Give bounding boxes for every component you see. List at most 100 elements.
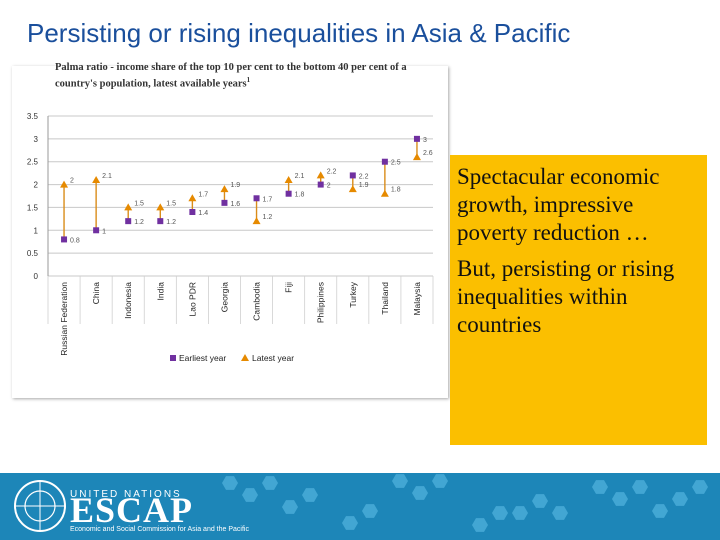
latest-year-marker: [92, 176, 101, 183]
earliest-year-marker: [189, 209, 196, 215]
earliest-value-label: 0.8: [70, 237, 80, 244]
earliest-year-marker: [221, 199, 228, 206]
callout-line-1: Spectacular economic growth, impressive …: [457, 164, 660, 245]
latest-value-label: 1.5: [166, 200, 176, 207]
latest-year-marker: [156, 203, 165, 211]
hexagon-decoration: [222, 476, 238, 490]
latest-year-marker: [220, 185, 229, 193]
callout-text: Spectacular economic growth, impressive …: [457, 163, 707, 347]
latest-year-marker: [252, 217, 261, 225]
hexagon-decoration: [282, 500, 298, 514]
hexagon-decoration: [432, 474, 448, 488]
hexagon-decoration: [512, 506, 528, 520]
hexagon-decoration: [392, 474, 408, 488]
latest-year-marker: [316, 171, 325, 179]
earliest-year-marker: [93, 227, 100, 234]
gridlines: [47, 115, 434, 324]
x-tick-label: Turkey: [348, 281, 358, 307]
latest-value-label: 2.1: [102, 173, 112, 180]
x-tick-label: Indonesia: [123, 282, 133, 319]
earliest-year-marker: [253, 195, 260, 202]
y-tick-label: 0.5: [27, 249, 39, 258]
hexagon-decoration: [692, 480, 708, 494]
earliest-year-marker: [413, 135, 420, 142]
hexagon-decoration: [262, 476, 278, 490]
legend-latest-label: Latest year: [252, 353, 294, 363]
x-tick-label: Cambodia: [252, 282, 262, 321]
x-tick-label: Russian Federation: [59, 282, 69, 356]
latest-value-label: 2.6: [423, 150, 433, 157]
hexagon-decoration: [652, 504, 668, 518]
earliest-year-marker: [157, 218, 164, 225]
hexagon-decoration: [612, 492, 628, 506]
latest-year-marker: [380, 189, 389, 197]
callout-box: [450, 155, 707, 445]
latest-value-label: 1.7: [198, 191, 208, 198]
hexagon-decoration: [632, 480, 648, 494]
legend-latest-icon: [241, 354, 249, 361]
hexagon-decoration: [552, 506, 568, 520]
latest-value-label: 1.8: [391, 187, 401, 194]
latest-value-label: 2.1: [295, 173, 305, 180]
hexagon-decoration: [672, 492, 688, 506]
hexagon-decoration: [302, 488, 318, 502]
data-marks: [60, 135, 421, 243]
latest-year-marker: [348, 185, 357, 193]
hexagon-decoration: [472, 518, 488, 532]
latest-year-marker: [188, 194, 197, 202]
legend-earliest-icon: [170, 355, 176, 361]
earliest-year-marker: [381, 158, 388, 165]
earliest-year-marker: [61, 236, 68, 243]
latest-year-marker: [412, 153, 421, 161]
earliest-value-label: 1.4: [198, 210, 208, 217]
earliest-value-label: 2: [327, 183, 331, 190]
earliest-value-label: 1: [102, 228, 106, 235]
escap-full-name: Economic and Social Commission for Asia …: [70, 526, 249, 533]
un-label: UNITED NATIONS: [70, 489, 182, 500]
data-labels: 0.8 2 1 2.1 1.2 1.5 1.2 1.5 1.4 1.7 1.6 1.9 1.7 1.2 1.…: [70, 137, 433, 245]
y-tick-label: 3: [34, 135, 39, 144]
legend: Earliest year Latest year: [170, 353, 294, 363]
hexagon-decoration: [492, 506, 508, 520]
legend-earliest-label: Earliest year: [179, 353, 226, 363]
x-tick-label: Lao PDR: [187, 282, 197, 317]
palma-ratio-chart: 0 0.5 1 1.5 2 2.5 3 3.5 0.8 2 1 2.1 1.2 1.5 1.2 1.5 1.4…: [27, 112, 434, 363]
callout-line-2: But, persisting or rising inequalities w…: [457, 256, 675, 337]
latest-value-label: 2.2: [327, 168, 337, 175]
y-axis: 0 0.5 1 1.5 2 2.5 3 3.5: [27, 112, 39, 281]
escap-wordmark: ESCAP: [70, 490, 194, 530]
x-tick-label: Malaysia: [412, 282, 422, 316]
latest-value-label: 1.5: [134, 200, 144, 207]
y-tick-label: 2.5: [27, 158, 39, 167]
earliest-value-label: 3: [423, 137, 427, 144]
earliest-year-marker: [349, 172, 356, 179]
y-tick-label: 3.5: [27, 112, 39, 121]
earliest-year-marker: [285, 190, 292, 197]
latest-value-label: 1.9: [359, 182, 369, 189]
earliest-value-label: 1.2: [166, 219, 176, 226]
earliest-year-marker: [317, 181, 324, 188]
y-tick-label: 1.5: [27, 203, 39, 212]
latest-value-label: 2: [70, 178, 74, 185]
latest-year-marker: [284, 176, 293, 183]
hexagon-decoration: [362, 504, 378, 518]
x-tick-label: India: [155, 282, 165, 301]
latest-year-marker: [124, 203, 133, 211]
hexagon-decoration: [242, 488, 258, 502]
y-tick-label: 0: [34, 272, 39, 281]
x-tick-label: China: [91, 282, 101, 304]
x-tick-label: Thailand: [380, 282, 390, 315]
chart-title: Palma ratio - income share of the top 10…: [55, 62, 407, 90]
hexagon-pattern: [14, 474, 708, 532]
latest-value-label: 1.2: [263, 214, 273, 221]
x-axis-labels: Russian Federation China Indonesia India Lao…: [59, 281, 422, 355]
slide-title: Persisting or rising inequalities in Asi…: [27, 18, 571, 48]
x-tick-label: Georgia: [219, 282, 229, 313]
chart-panel: [12, 66, 448, 398]
escap-banner: [0, 473, 720, 540]
earliest-value-label: 2.2: [359, 173, 369, 180]
latest-year-marker: [60, 180, 69, 188]
latest-value-label: 1.9: [230, 182, 240, 189]
y-tick-label: 1: [34, 226, 39, 235]
earliest-value-label: 1.6: [230, 201, 240, 208]
